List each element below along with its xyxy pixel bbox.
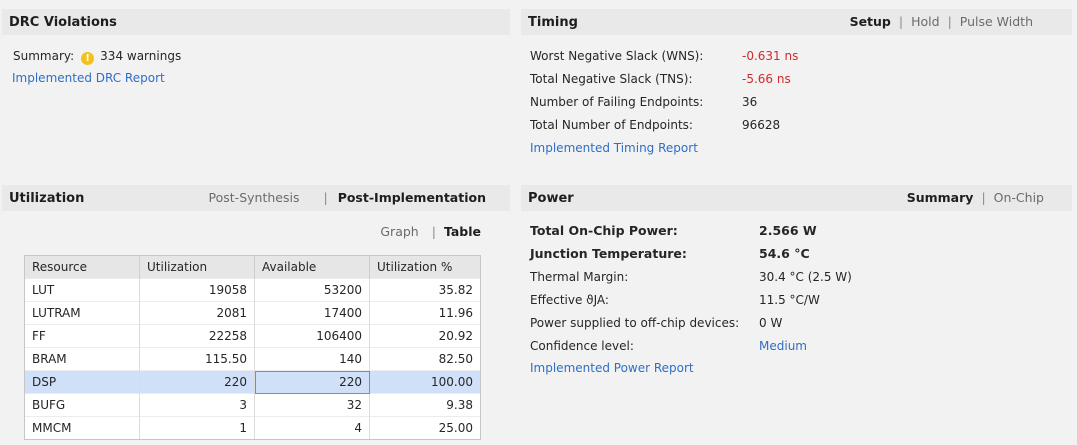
cell-available[interactable]: 220	[254, 370, 370, 394]
tab-setup[interactable]: Setup	[849, 14, 891, 29]
drc-summary: Summary:! 334 warnings	[13, 49, 181, 65]
confidence-label: Confidence level:	[530, 339, 634, 353]
utilization-header: Utilization Post-Synthesis | Post-Implemen…	[2, 185, 510, 211]
utilization-panel: Utilization Post-Synthesis | Post-Implemen…	[2, 185, 510, 440]
col-available[interactable]: Available	[254, 256, 370, 279]
cell-available[interactable]: 106400	[254, 324, 370, 348]
timing-panel: Timing Setup | Hold | Pulse Width Worst Nega…	[521, 9, 1072, 179]
cell-resource[interactable]: FF	[25, 324, 140, 348]
tab-pulse-width[interactable]: Pulse Width	[959, 14, 1033, 29]
view-graph[interactable]: Graph	[380, 224, 419, 239]
drc-summary-label: Summary:	[13, 49, 75, 63]
utilization-tabs: Post-Synthesis | Post-Implementation	[208, 190, 486, 205]
confidence-value-link[interactable]: Medium	[759, 339, 807, 353]
timing-title: Timing	[528, 15, 578, 30]
timing-tns-value: -5.66 ns	[742, 72, 791, 86]
table-row[interactable]: BRAM 115.50 140 82.50	[25, 347, 480, 371]
tab-on-chip[interactable]: On-Chip	[993, 190, 1044, 205]
timing-tns-label: Total Negative Slack (TNS):	[530, 72, 693, 86]
drc-header: DRC Violations	[2, 9, 510, 35]
tab-summary[interactable]: Summary	[906, 190, 974, 205]
cell-utilization[interactable]: 1	[139, 416, 255, 439]
power-header: Power Summary | On-Chip	[521, 185, 1072, 211]
timing-wns-label: Worst Negative Slack (WNS):	[530, 49, 704, 63]
drc-summary-value: 334 warnings	[100, 49, 182, 63]
timing-report-link[interactable]: Implemented Timing Report	[530, 141, 698, 155]
cell-available[interactable]: 140	[254, 347, 370, 371]
cell-utilization-pct[interactable]: 25.00	[369, 416, 480, 439]
timing-failing-value: 36	[742, 95, 758, 109]
timing-wns-value: -0.631 ns	[742, 49, 799, 63]
tab-hold[interactable]: Hold	[911, 14, 940, 29]
table-row[interactable]: MMCM 1 4 25.00	[25, 416, 480, 439]
view-table[interactable]: Table	[443, 224, 481, 239]
cell-resource[interactable]: DSP	[25, 370, 140, 394]
cell-utilization-pct[interactable]: 9.38	[369, 393, 480, 417]
drc-panel: DRC Violations Summary:! 334 warnings Imp…	[2, 9, 510, 179]
tab-post-implementation[interactable]: Post-Implementation	[337, 190, 486, 205]
cell-utilization-pct[interactable]: 82.50	[369, 347, 480, 371]
timing-failing-label: Number of Failing Endpoints:	[530, 95, 704, 109]
cell-utilization-pct[interactable]: 20.92	[369, 324, 480, 348]
utilization-table-container: Resource Utilization Available Utilizati…	[24, 255, 481, 440]
off-chip-power-value: 0 W	[759, 316, 783, 330]
power-report-link[interactable]: Implemented Power Report	[530, 361, 694, 375]
utilization-table: Resource Utilization Available Utilizati…	[25, 256, 480, 439]
cell-resource[interactable]: LUTRAM	[25, 301, 140, 325]
drc-title: DRC Violations	[9, 15, 117, 30]
cell-resource[interactable]: BRAM	[25, 347, 140, 371]
effective-theta-label: Effective ϑJA:	[530, 293, 609, 307]
col-resource[interactable]: Resource	[25, 256, 140, 279]
utilization-title: Utilization	[9, 191, 85, 206]
cell-utilization[interactable]: 19058	[139, 278, 255, 302]
junction-temp-value: 54.6 °C	[759, 246, 810, 261]
col-utilization-pct[interactable]: Utilization %	[369, 256, 480, 279]
timing-total-value: 96628	[742, 118, 781, 132]
table-row[interactable]: FF 22258 106400 20.92	[25, 324, 480, 348]
warning-icon: !	[81, 52, 95, 65]
table-row-selected[interactable]: DSP 220 220 100.00	[25, 370, 480, 394]
cell-utilization-pct[interactable]: 11.96	[369, 301, 480, 325]
cell-available[interactable]: 17400	[254, 301, 370, 325]
utilization-view-toggle: Graph | Table	[380, 224, 481, 239]
cell-available[interactable]: 53200	[254, 278, 370, 302]
col-utilization[interactable]: Utilization	[139, 256, 255, 279]
timing-tabs: Setup | Hold | Pulse Width	[849, 14, 1033, 29]
timing-total-label: Total Number of Endpoints:	[530, 118, 693, 132]
tab-post-synthesis[interactable]: Post-Synthesis	[208, 190, 300, 205]
cell-resource[interactable]: LUT	[25, 278, 140, 302]
cell-utilization-pct[interactable]: 35.82	[369, 278, 480, 302]
cell-utilization[interactable]: 3	[139, 393, 255, 417]
junction-temp-label: Junction Temperature:	[530, 246, 687, 261]
table-header-row: Resource Utilization Available Utilizati…	[25, 256, 480, 279]
cell-utilization[interactable]: 115.50	[139, 347, 255, 371]
cell-available[interactable]: 4	[254, 416, 370, 439]
cell-utilization[interactable]: 220	[139, 370, 255, 394]
thermal-margin-value: 30.4 °C (2.5 W)	[759, 270, 852, 284]
effective-theta-value: 11.5 °C/W	[759, 293, 820, 307]
power-panel: Power Summary | On-Chip Total On-Chip Powe…	[521, 185, 1072, 440]
cell-resource[interactable]: MMCM	[25, 416, 140, 439]
thermal-margin-label: Thermal Margin:	[530, 270, 629, 284]
table-row[interactable]: BUFG 3 32 9.38	[25, 393, 480, 417]
timing-header: Timing Setup | Hold | Pulse Width	[521, 9, 1072, 35]
table-row[interactable]: LUT 19058 53200 35.82	[25, 278, 480, 302]
off-chip-power-label: Power supplied to off-chip devices:	[530, 316, 740, 330]
power-title: Power	[528, 191, 574, 206]
power-total-label: Total On-Chip Power:	[530, 223, 678, 238]
power-total-value: 2.566 W	[759, 223, 817, 238]
cell-available[interactable]: 32	[254, 393, 370, 417]
cell-utilization[interactable]: 2081	[139, 301, 255, 325]
cell-utilization-pct[interactable]: 100.00	[369, 370, 480, 394]
power-tabs: Summary | On-Chip	[906, 190, 1044, 205]
cell-utilization[interactable]: 22258	[139, 324, 255, 348]
cell-resource[interactable]: BUFG	[25, 393, 140, 417]
drc-report-link[interactable]: Implemented DRC Report	[12, 71, 165, 85]
table-row[interactable]: LUTRAM 2081 17400 11.96	[25, 301, 480, 325]
